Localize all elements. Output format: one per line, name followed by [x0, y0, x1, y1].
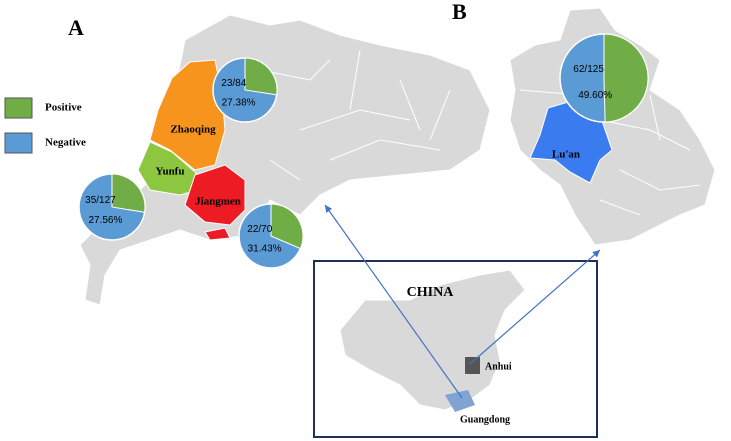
inset-label: Guangdong	[460, 414, 510, 425]
pie-percent-label: 27.56%	[88, 215, 122, 226]
inset-label: Anhui	[485, 361, 512, 372]
pie-count-label: 22/70	[247, 224, 272, 235]
region-label: Yunfu	[156, 166, 185, 178]
china-map	[339, 269, 526, 411]
region-jiangmen	[184, 164, 246, 241]
legend-swatch	[4, 97, 33, 119]
district-borders	[259, 49, 451, 181]
anhui-highlight	[465, 357, 480, 374]
region-label: Jiangmen	[195, 196, 241, 208]
region-label: Zhaoqing	[170, 124, 216, 136]
pie-count-label: 62/125	[573, 64, 604, 75]
arrow	[324, 204, 463, 399]
pie-count-label: 23/84	[221, 78, 246, 89]
guangdong-highlight	[445, 390, 475, 412]
pie-positive	[244, 57, 278, 96]
pie-count-label: 35/127	[85, 195, 116, 206]
region-zhaoqing	[149, 59, 226, 171]
arrow	[469, 249, 601, 365]
pie-percent-label: 27.38%	[222, 97, 256, 108]
panel-label: B	[452, 0, 467, 24]
pie-percent-label: 49.60%	[578, 90, 612, 101]
pie-positive	[270, 203, 304, 250]
panel-label: A	[68, 15, 84, 40]
legend-swatch	[4, 132, 33, 154]
pie-positive	[111, 173, 146, 213]
region-label: Lu'an	[552, 149, 580, 161]
pie-percent-label: 31.43%	[248, 243, 282, 254]
district-borders	[519, 89, 701, 216]
legend-label: Positive	[45, 102, 82, 114]
legend-label: Negative	[45, 137, 86, 149]
pie-positive	[603, 33, 649, 123]
inset-title: CHINA	[407, 285, 455, 300]
